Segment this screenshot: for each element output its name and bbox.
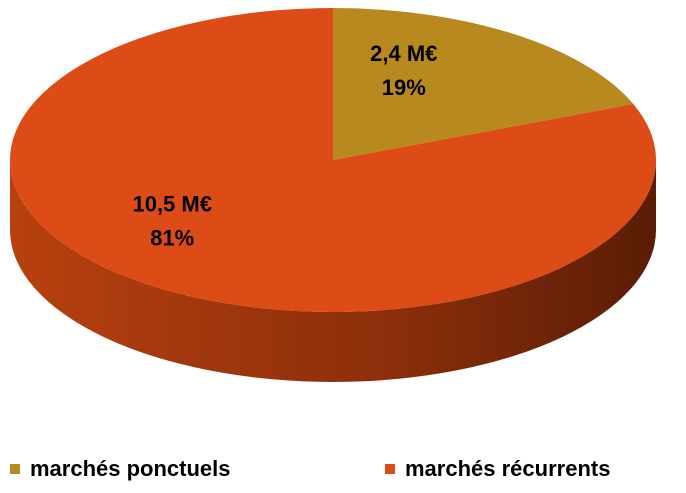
legend-label: marchés ponctuels	[30, 456, 231, 481]
amount-label: 2,4 M€	[370, 41, 437, 66]
legend-label: marchés récurrents	[405, 456, 610, 481]
pie-side	[10, 160, 656, 382]
legend-marker	[385, 464, 395, 474]
pie-slice	[9, 7, 656, 312]
value-label: 81%	[150, 226, 194, 251]
legend-marker	[10, 464, 20, 474]
value-label: 19%	[382, 75, 426, 100]
amount-label: 10,5 M€	[132, 192, 212, 217]
pie-slice	[333, 8, 634, 160]
